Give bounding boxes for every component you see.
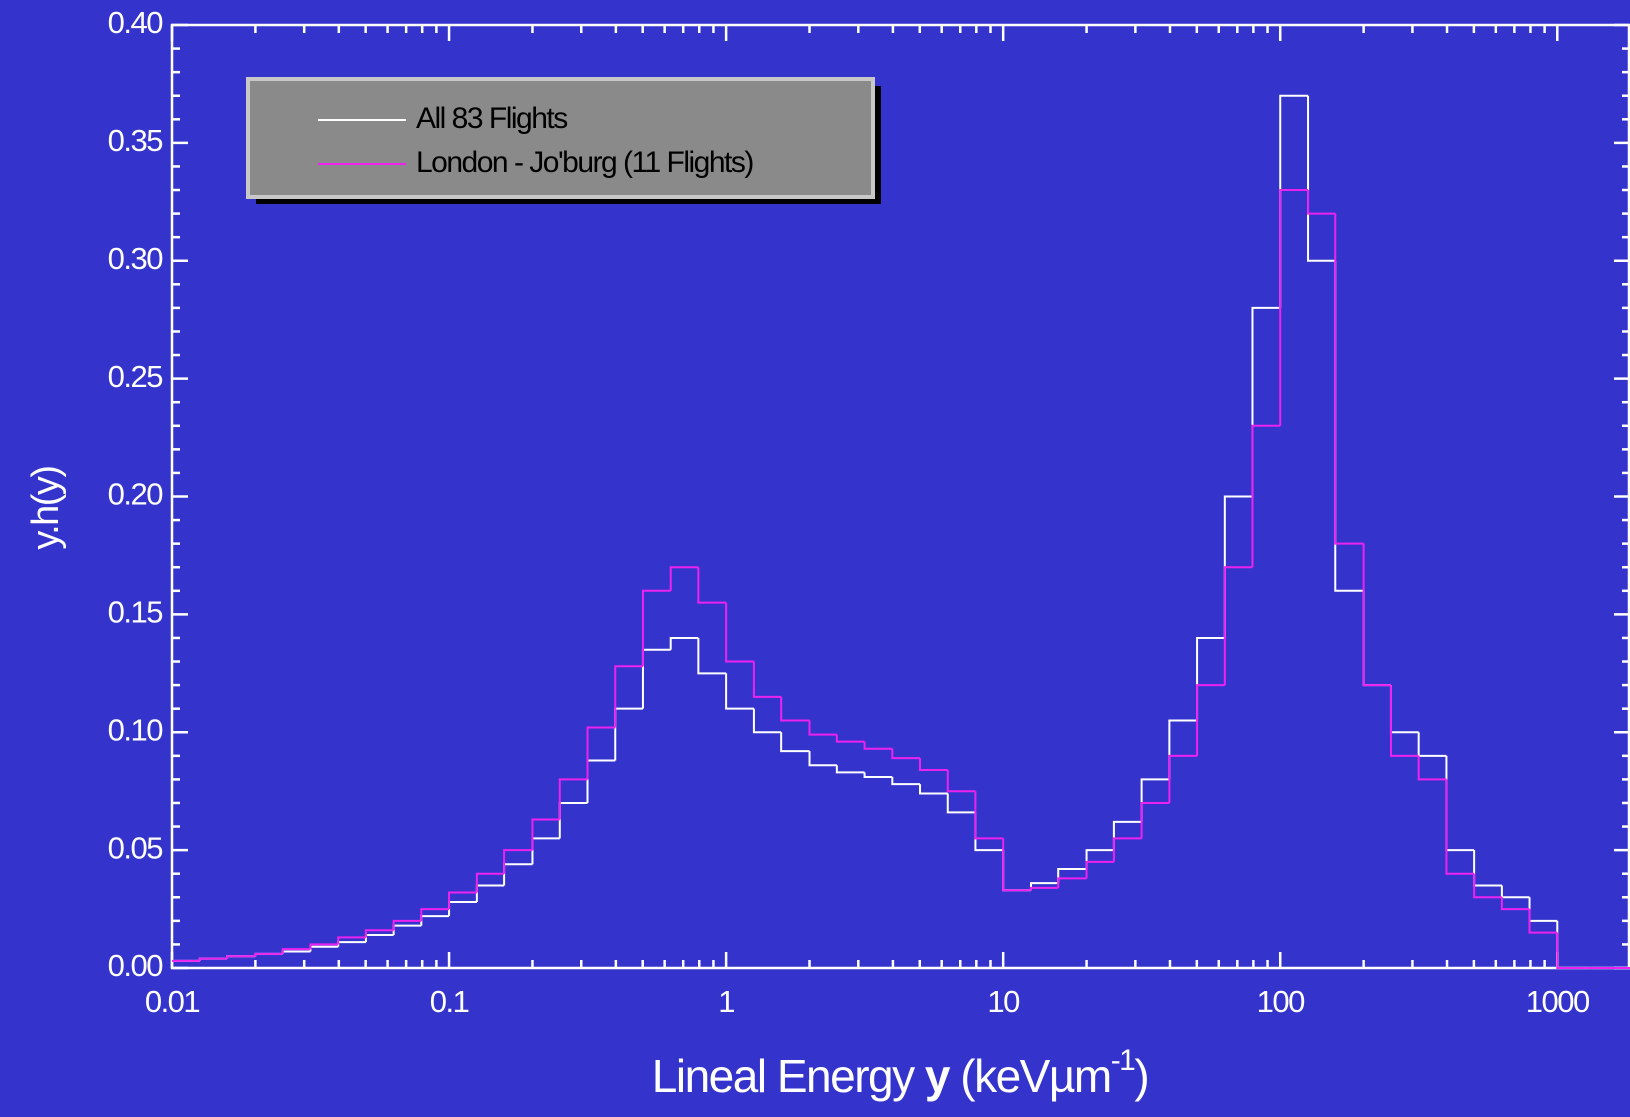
step-bin xyxy=(1334,213,1364,545)
step-bin xyxy=(697,567,727,604)
step-bin xyxy=(669,636,699,650)
step-bin xyxy=(558,778,588,820)
step-bin xyxy=(586,726,616,780)
y-tick-label: 0.20 xyxy=(108,477,164,512)
step-bin xyxy=(1029,886,1059,891)
step-bin xyxy=(1445,779,1475,875)
step-bin xyxy=(780,732,810,753)
step-bin xyxy=(1362,543,1391,687)
y-tick-label: 0.35 xyxy=(108,123,163,158)
step-bin xyxy=(1223,566,1253,686)
step-bin xyxy=(337,936,366,945)
step-bin xyxy=(531,818,560,851)
step-bin xyxy=(364,929,394,938)
step-bin xyxy=(697,637,727,675)
y-tick-label: 0.40 xyxy=(108,5,164,40)
step-bin xyxy=(1307,190,1336,215)
y-tick-label: 0.10 xyxy=(108,712,164,747)
series xyxy=(172,189,1630,969)
step-bin xyxy=(1389,685,1419,757)
legend-label: All 83 Flights xyxy=(416,102,567,135)
step-bin xyxy=(808,720,837,736)
step-bin xyxy=(725,673,754,710)
step-bin xyxy=(808,751,837,767)
step-bin xyxy=(1196,684,1225,756)
step-bin xyxy=(1168,754,1198,803)
y-tick-label: 0.30 xyxy=(108,241,164,276)
x-axis-label: Lineal Energy y (keVµm-1) xyxy=(652,1044,1148,1102)
step-bin xyxy=(919,784,948,795)
step-bin xyxy=(946,769,976,793)
x-label-part: Lineal Energy xyxy=(652,1050,925,1102)
step-bin xyxy=(946,793,976,814)
step-bin xyxy=(752,708,782,734)
step-bin xyxy=(919,758,948,771)
step-bin xyxy=(863,772,893,779)
step-bin xyxy=(974,791,1004,840)
step-bin xyxy=(1085,860,1114,879)
step-bin xyxy=(863,741,893,750)
step-bin xyxy=(281,948,311,954)
step-bin xyxy=(835,734,865,743)
y-axis-label: y.h(y) xyxy=(25,466,67,549)
legend: All 83 Flights London - Jo'burg (11 Fligh… xyxy=(246,77,881,204)
y-tick-label: 0.05 xyxy=(108,830,163,865)
y-tick-label: 0.15 xyxy=(108,595,163,630)
step-bin xyxy=(1556,932,1586,969)
step-bin xyxy=(1251,424,1281,568)
x-tick-label: 1000 xyxy=(1526,984,1590,1019)
x-tick-label: 100 xyxy=(1257,984,1305,1019)
step-bin xyxy=(392,919,422,931)
step-bin xyxy=(641,589,671,667)
step-bin xyxy=(752,661,782,698)
step-bin xyxy=(254,952,283,957)
step-bin xyxy=(420,908,450,921)
step-bin xyxy=(835,765,865,774)
x-tick-label: 0.1 xyxy=(430,984,469,1019)
step-bin xyxy=(475,872,505,893)
legend-label: London - Jo'burg (11 Flights) xyxy=(416,146,753,179)
y-tick-label: 0.00 xyxy=(108,948,164,983)
step-bin xyxy=(725,602,754,663)
step-bin xyxy=(1528,909,1558,934)
step-bin xyxy=(309,943,339,950)
x-label-part: µm xyxy=(1049,1050,1111,1102)
x-tick-label: 1 xyxy=(718,984,734,1019)
step-bin xyxy=(226,955,256,959)
step-bin xyxy=(503,849,533,874)
step-bin xyxy=(198,957,228,961)
x-tick-label: 0.01 xyxy=(145,984,200,1019)
x-label-part: ) xyxy=(1134,1050,1148,1102)
x-label-part: (keV xyxy=(949,1050,1051,1102)
step-bin xyxy=(1417,755,1447,781)
step-bin xyxy=(669,566,699,591)
x-label-part: -1 xyxy=(1111,1044,1135,1077)
step-bin xyxy=(1473,873,1502,899)
step-bin xyxy=(448,891,477,910)
step-bin xyxy=(1500,897,1530,911)
x-tick-label: 10 xyxy=(987,984,1020,1019)
step-bin xyxy=(1279,189,1309,426)
step-bin xyxy=(1112,837,1142,862)
step-bin xyxy=(891,748,921,760)
legend-box xyxy=(246,77,875,199)
step-bin xyxy=(891,777,921,786)
step-bin xyxy=(614,665,643,728)
step-bin xyxy=(1057,877,1087,888)
x-label-part: y xyxy=(925,1050,951,1102)
step-bin xyxy=(1140,801,1170,839)
step-bin xyxy=(1307,95,1336,262)
step-bin xyxy=(1002,838,1031,892)
step-bin xyxy=(780,696,810,722)
y-tick-label: 0.25 xyxy=(108,359,163,394)
